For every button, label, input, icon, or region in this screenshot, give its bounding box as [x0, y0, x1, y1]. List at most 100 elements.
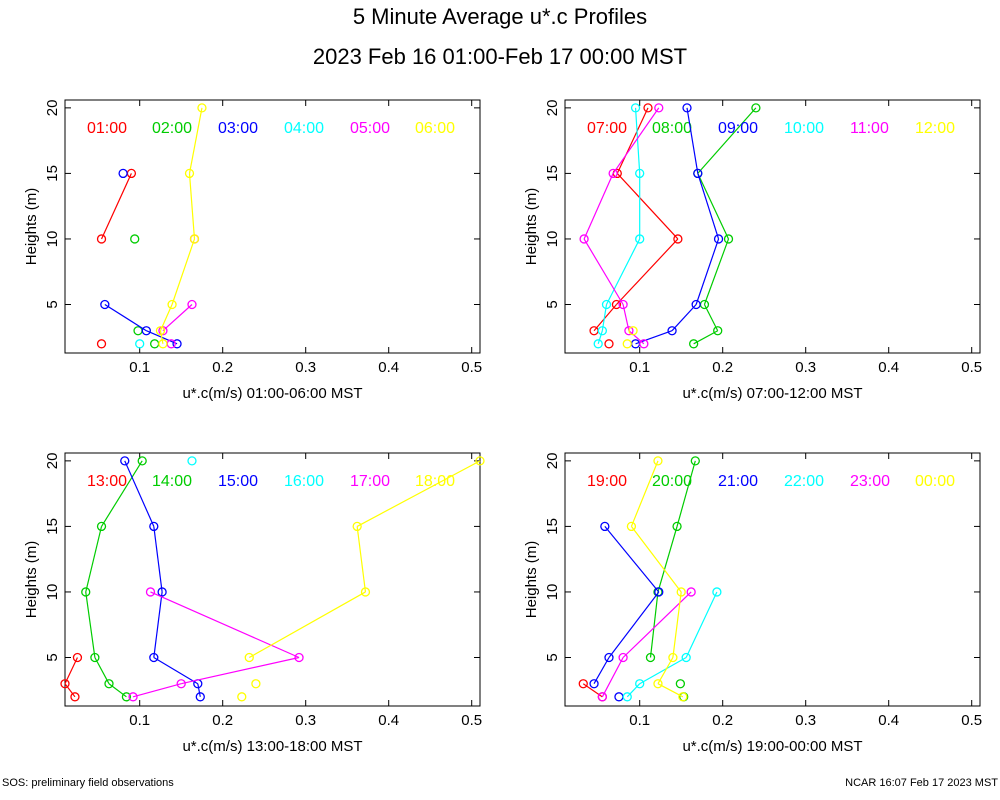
data-point — [352, 521, 362, 532]
data-point — [70, 692, 80, 702]
series-segment — [159, 330, 164, 344]
data-point — [693, 168, 703, 179]
data-point — [673, 234, 683, 244]
plot-frame — [64, 452, 481, 707]
series-1300 — [60, 652, 83, 702]
legend-entry: 17:00 — [350, 473, 390, 490]
series-1100 — [579, 103, 664, 349]
panel-4: 0.1 0.2 0.3 0.4 0.5 5 10 15 20 u*.c(m/s) 19:00-00… — [523, 452, 982, 755]
data-point — [104, 679, 114, 689]
x-axis-label: u*.c(m/s) 01:00-06:00 MST — [182, 385, 362, 402]
series-segment — [657, 683, 684, 698]
series-2100 — [589, 521, 664, 702]
series-segment — [672, 591, 682, 658]
x-tick-label: 0.2 — [212, 712, 233, 729]
series-segment — [605, 238, 641, 305]
data-point — [244, 652, 254, 663]
plot-frame — [564, 452, 981, 707]
series-segment — [593, 304, 617, 332]
data-point — [654, 587, 664, 597]
y-tick-label: 15 — [544, 165, 561, 182]
series-segment — [601, 657, 624, 698]
series-segment — [188, 173, 196, 239]
series-segment — [612, 107, 660, 174]
series-1400 — [81, 456, 147, 702]
x-tick-label: 0.3 — [295, 712, 316, 729]
x-tick-label: 0.2 — [212, 359, 233, 376]
data-point — [626, 521, 637, 532]
x-tick-label: 0.1 — [129, 359, 150, 376]
data-point — [360, 587, 371, 597]
chart-title: 5 Minute Average u*.c Profiles — [352, 4, 648, 29]
data-point — [667, 326, 677, 336]
series-segment — [657, 526, 678, 593]
data-point — [475, 456, 485, 466]
series-segment — [108, 683, 127, 698]
legend-entry: 14:00 — [152, 473, 192, 490]
series-segment — [104, 303, 147, 332]
series-segment — [153, 526, 163, 593]
series-segment — [583, 173, 614, 240]
data-point — [604, 652, 614, 663]
legend-entry: 19:00 — [587, 473, 627, 490]
data-point — [712, 587, 722, 597]
panel-1: 0.1 0.2 0.3 0.4 0.5 5 10 15 20 u*.c(m/s) 01:00-06… — [23, 99, 482, 402]
series-segment — [356, 526, 367, 593]
series-segment — [639, 656, 687, 685]
footer-timestamp: NCAR 16:07 Feb 17 2023 MST — [845, 777, 998, 789]
x-tick-label: 0.1 — [129, 712, 150, 729]
series-segment — [630, 460, 659, 527]
data-point — [635, 234, 645, 244]
y-tick-label: 20 — [544, 453, 561, 470]
legend-entry: 15:00 — [218, 473, 258, 490]
data-point — [195, 692, 205, 702]
data-point — [672, 521, 682, 532]
series-segment — [356, 460, 481, 527]
data-point — [675, 679, 686, 689]
data-point — [128, 692, 138, 702]
series-segment — [153, 656, 199, 685]
series-segment — [703, 304, 719, 331]
data-point — [158, 339, 168, 349]
data-point — [678, 692, 688, 702]
series-segment — [159, 304, 173, 331]
legend-entry: 04:00 — [284, 120, 324, 137]
series-segment — [94, 657, 110, 684]
y-tick-label: 5 — [544, 653, 561, 661]
data-point — [149, 521, 159, 532]
series-0800 — [689, 103, 761, 349]
data-point — [237, 692, 247, 702]
data-point — [654, 103, 664, 113]
legend-entry: 01:00 — [87, 120, 127, 137]
data-point — [614, 692, 624, 702]
data-point — [668, 652, 678, 663]
data-point — [689, 339, 699, 349]
series-segment — [248, 591, 366, 659]
legend-entry: 07:00 — [587, 120, 627, 137]
legend-entry: 00:00 — [915, 473, 955, 490]
series-segment — [671, 304, 697, 332]
series-segment — [162, 304, 193, 332]
legend-entry: 08:00 — [652, 120, 692, 137]
data-point — [628, 326, 638, 336]
legend-entry: 20:00 — [652, 473, 692, 490]
data-point — [635, 679, 645, 689]
data-point — [597, 692, 607, 702]
legend-entry: 22:00 — [784, 473, 824, 490]
data-point — [635, 168, 645, 179]
data-point — [81, 587, 91, 597]
data-point — [618, 652, 628, 663]
series-segment — [697, 107, 757, 174]
x-tick-label: 0.3 — [795, 712, 816, 729]
data-point — [184, 168, 195, 179]
y-axis-label: Heights (m) — [523, 188, 540, 266]
series-segment — [649, 591, 659, 658]
plot-frame — [564, 99, 981, 354]
data-point — [96, 339, 107, 349]
series-0000 — [626, 456, 688, 702]
series-2300 — [597, 587, 696, 702]
data-point — [149, 339, 160, 349]
data-point — [189, 234, 200, 244]
series-segment — [64, 657, 78, 684]
legend-entry: 09:00 — [718, 120, 758, 137]
